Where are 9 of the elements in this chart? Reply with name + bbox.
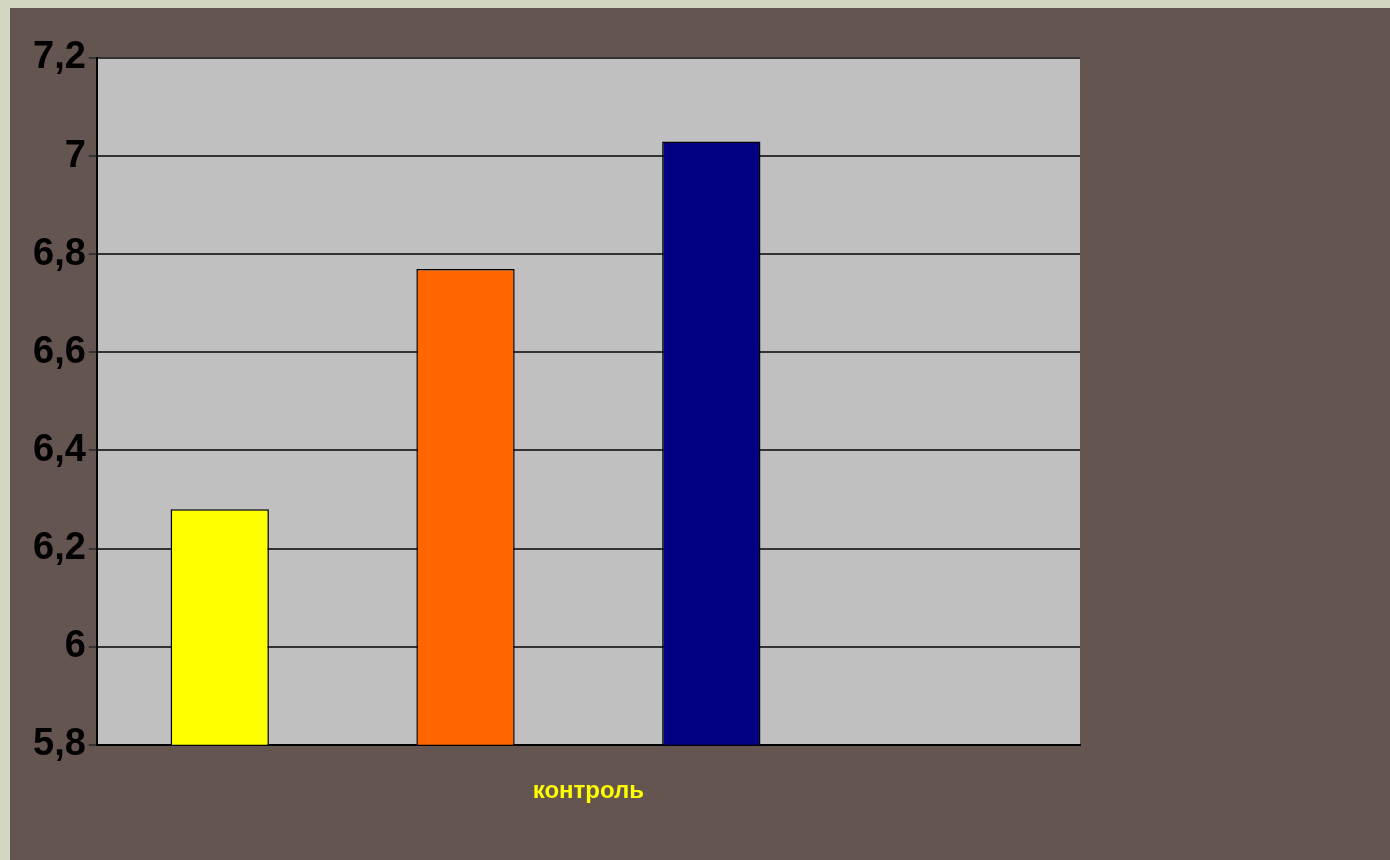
y-tick-label: 6,8 [33, 230, 86, 273]
y-tick-label: 5,8 [33, 721, 86, 764]
y-tick-label: 6,4 [33, 426, 86, 469]
x-axis-title: контроль [532, 776, 645, 804]
y-tick-label: 7 [64, 132, 86, 175]
y-tick-label: 6 [64, 623, 86, 666]
y-tick-label: 6,2 [33, 525, 86, 568]
y-tick-label: 6,6 [33, 328, 86, 371]
y-tick-label: 7,2 [33, 34, 86, 77]
